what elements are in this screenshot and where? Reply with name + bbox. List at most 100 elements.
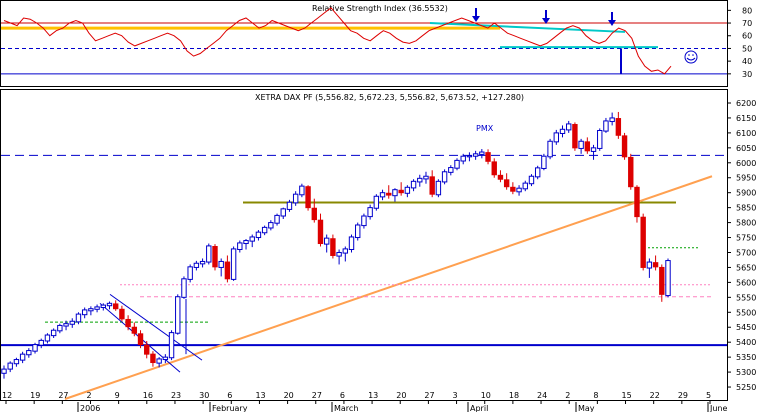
price-tick-label: 6200 bbox=[736, 99, 756, 108]
candle-body bbox=[379, 192, 386, 198]
smiley-eye bbox=[692, 54, 694, 56]
x-tick-label: 30 bbox=[199, 391, 209, 400]
month-label: April bbox=[470, 404, 488, 412]
rsi-tick-label: 80 bbox=[742, 6, 752, 15]
rsi-y-axis: 80 70 60 50 40 30 bbox=[727, 6, 752, 79]
month-label: March bbox=[334, 404, 358, 412]
candle-body bbox=[317, 219, 324, 245]
candle-body bbox=[404, 186, 411, 194]
candle-body bbox=[460, 155, 466, 162]
x-tick-label: 2 bbox=[565, 391, 570, 400]
candle-body bbox=[541, 155, 547, 169]
x-tick-label: 27 bbox=[424, 391, 434, 400]
candle-body bbox=[26, 350, 32, 356]
candle-body bbox=[441, 171, 448, 183]
candle-body bbox=[534, 167, 541, 178]
price-panel: XETRA DAX PF (5,556.82, 5,672.23, 5,556.… bbox=[0, 89, 756, 401]
x-axis: 12 19 27 2 9 16 23 30 6 13 20 27 6 13 20 27 3 10 18 24 2 8 15 2… bbox=[2, 391, 728, 412]
price-tick-label: 6150 bbox=[736, 114, 756, 123]
month-label: June bbox=[709, 404, 728, 412]
candle-body bbox=[566, 123, 572, 131]
x-tick-label: 27 bbox=[312, 391, 322, 400]
price-tick-label: 6100 bbox=[736, 129, 756, 138]
candle-body bbox=[280, 208, 286, 217]
candle-body bbox=[175, 296, 181, 334]
candle-body bbox=[81, 309, 88, 316]
candle-body bbox=[63, 323, 69, 327]
candle-body bbox=[510, 186, 516, 192]
candle-body bbox=[597, 129, 603, 149]
candle-body bbox=[559, 128, 566, 134]
channel-upper bbox=[109, 293, 203, 361]
month-label: May bbox=[578, 404, 595, 412]
candle-body bbox=[410, 180, 417, 189]
x-tick-label: 5 bbox=[706, 391, 711, 400]
candle-body bbox=[218, 260, 224, 268]
price-tick-label: 5550 bbox=[736, 293, 756, 302]
candle-body bbox=[299, 185, 305, 196]
candle-body bbox=[206, 245, 212, 263]
price-tick-label: 5700 bbox=[736, 248, 756, 257]
candle-body bbox=[497, 174, 504, 180]
rsi-annotations bbox=[472, 8, 698, 74]
candle-body bbox=[646, 261, 653, 269]
candle-body bbox=[168, 332, 175, 359]
rsi-tick-label: 40 bbox=[742, 57, 752, 66]
candle-body bbox=[1, 368, 7, 374]
candle-body bbox=[621, 135, 628, 158]
candle-body bbox=[578, 140, 584, 149]
rsi-title: Relative Strength Index (36.5532) bbox=[312, 4, 448, 13]
candle-body bbox=[634, 186, 640, 218]
candle-body bbox=[435, 180, 442, 196]
candle-body bbox=[503, 179, 510, 188]
price-title: XETRA DAX PF (5,556.82, 5,672.23, 5,556.… bbox=[255, 93, 524, 102]
candle-body bbox=[131, 326, 138, 334]
candle-body bbox=[665, 260, 671, 297]
candle-body bbox=[286, 201, 293, 210]
candle-body bbox=[193, 262, 200, 268]
price-frame bbox=[0, 89, 728, 401]
price-tick-label: 5450 bbox=[736, 323, 756, 332]
candle-body bbox=[230, 248, 237, 280]
candle-body bbox=[38, 339, 44, 346]
candle-body bbox=[522, 182, 528, 190]
pmx-annotation: PMX bbox=[476, 124, 494, 133]
smiley-mouth bbox=[686, 57, 696, 61]
candle-body bbox=[485, 152, 491, 162]
smiley-icon bbox=[684, 50, 698, 64]
price-tick-label: 5850 bbox=[736, 204, 756, 213]
candle-body bbox=[516, 187, 522, 193]
price-y-axis: 6200 6150 6100 6050 6000 5950 5900 5850 5800 5750… bbox=[727, 99, 756, 392]
candle-body bbox=[75, 313, 82, 323]
candle-body bbox=[100, 304, 106, 309]
candle-body bbox=[361, 215, 367, 227]
price-tick-label: 5250 bbox=[736, 383, 756, 392]
candle-body bbox=[373, 195, 380, 209]
candle-body bbox=[181, 278, 187, 298]
x-tick-label: 3 bbox=[453, 391, 458, 400]
price-trend-lines bbox=[1, 154, 727, 400]
candle-body bbox=[212, 246, 218, 268]
x-tick-label: 8 bbox=[593, 391, 598, 400]
candle-body bbox=[13, 359, 20, 365]
candle-body bbox=[249, 236, 255, 242]
candle-body bbox=[603, 120, 609, 132]
candle-body bbox=[590, 147, 597, 152]
candle-body bbox=[32, 344, 38, 352]
rsi-tick-label: 50 bbox=[742, 44, 752, 53]
candle-body bbox=[553, 132, 559, 143]
down-arrow-icon bbox=[472, 16, 480, 22]
candle-body bbox=[69, 320, 75, 325]
rsi-line bbox=[3, 7, 672, 75]
x-tick-label: 9 bbox=[115, 391, 120, 400]
x-tick-label: 12 bbox=[2, 391, 12, 400]
x-tick-label: 20 bbox=[396, 391, 406, 400]
candle-body bbox=[57, 324, 63, 332]
candle-body bbox=[268, 222, 274, 229]
candle-body bbox=[224, 261, 231, 280]
candlestick-series bbox=[1, 111, 671, 379]
candle-body bbox=[162, 356, 169, 361]
candle-body bbox=[355, 224, 361, 239]
price-tick-label: 5800 bbox=[736, 219, 756, 228]
price-tick-label: 5350 bbox=[736, 353, 756, 362]
